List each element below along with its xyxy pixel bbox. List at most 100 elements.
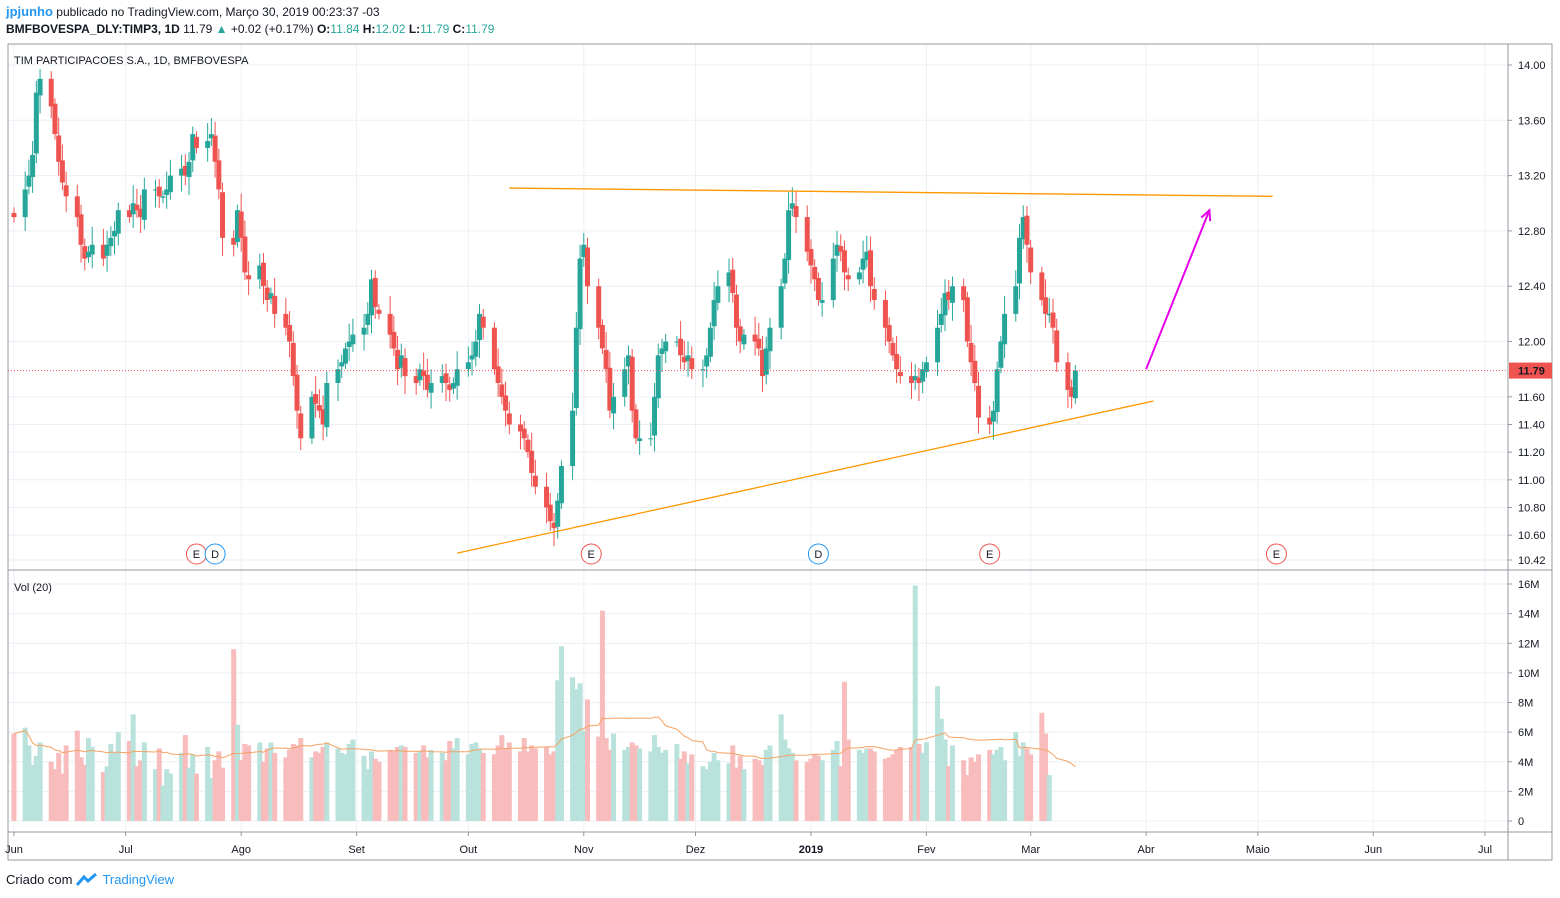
volume-bar [789, 752, 795, 821]
candle-body [365, 313, 371, 325]
event-label: E [193, 549, 200, 561]
price-tick-label: 12.00 [1518, 337, 1546, 349]
event-label: D [211, 549, 219, 561]
earnings-marker[interactable]: E [1265, 543, 1287, 565]
candle-body [707, 327, 713, 357]
volume-bar [704, 769, 710, 821]
candle-body [793, 206, 799, 218]
price-tick-label: 10.60 [1518, 530, 1546, 542]
price-axis[interactable]: 14.00 13.60 13.20 12.80 12.40 12.00 11.60 11.40… [1508, 60, 1552, 567]
volume-bar [450, 748, 456, 821]
candle-body [421, 370, 427, 377]
candle-body [74, 196, 80, 218]
volume-bar [830, 749, 836, 821]
volume-bar [1043, 733, 1049, 821]
volume-bar [316, 752, 322, 821]
candle-body [908, 376, 914, 384]
candle-body [182, 165, 188, 176]
volume-tick-label: 12M [1518, 638, 1539, 650]
candle-body [700, 369, 706, 371]
volume-axis[interactable]: 16M 14M 12M 10M 8M 6M 4M 2M 0 [1508, 579, 1539, 828]
tradingview-link[interactable]: TradingView [102, 872, 175, 887]
volume-bar [141, 742, 147, 821]
volume-bar [22, 727, 28, 821]
volume-bar [711, 752, 717, 821]
candle-body [216, 160, 222, 190]
volume-bar [193, 773, 199, 821]
volume-bar [555, 680, 561, 821]
dividend-marker[interactable]: D [807, 543, 829, 565]
candle-body [521, 428, 527, 439]
candle-body [257, 265, 263, 280]
candle-body [395, 349, 401, 370]
projection-arrow-head [1200, 208, 1212, 222]
volume-bar [212, 760, 218, 821]
candle-body [611, 396, 617, 414]
volume-bar [424, 757, 430, 821]
volume-bar [369, 751, 375, 821]
volume-bar [179, 752, 185, 821]
candle-body [85, 251, 91, 258]
event-circle [204, 543, 226, 565]
candle-body [205, 141, 211, 148]
time-tick-label: Jun [1364, 844, 1382, 856]
open-value: 11.84 [330, 22, 360, 36]
volume-title: Vol (20) [14, 582, 52, 594]
volume-bar [923, 742, 929, 821]
volume-bar [257, 742, 263, 821]
earnings-marker[interactable]: E [185, 543, 207, 565]
volume-bar [320, 746, 326, 821]
candle-body [570, 410, 576, 466]
candle-body [551, 522, 557, 529]
candle-body [733, 294, 739, 328]
earnings-marker[interactable]: E [580, 543, 602, 565]
volume-bar [153, 769, 159, 821]
candle-body [629, 356, 635, 411]
volume-bar [994, 749, 1000, 821]
volume-bar [156, 748, 162, 821]
candle-body [752, 334, 758, 342]
candle-body [990, 410, 996, 422]
volume-bar [715, 760, 721, 821]
dividend-marker[interactable]: D [204, 543, 226, 565]
volume-bar [894, 749, 900, 821]
volume-bar [365, 769, 371, 821]
candle-body [30, 154, 36, 177]
candle-body [760, 349, 766, 377]
time-axis[interactable]: Jun Jul Ago Set Out Nov Dez 2019 Fev Mar Abr Maio Ju… [5, 832, 1492, 856]
volume-bar [532, 748, 538, 821]
volume-bar [499, 735, 505, 821]
volume-bar [1020, 742, 1026, 821]
volume-bar [521, 738, 527, 821]
earnings-marker[interactable]: E [979, 543, 1001, 565]
event-label: E [986, 549, 993, 561]
candle-body [558, 465, 564, 504]
volume-bar [961, 760, 967, 821]
candle-body [309, 396, 315, 439]
candle-body [685, 355, 691, 361]
candle-body [581, 244, 587, 258]
change-text: +0.02 (+0.17%) [230, 22, 314, 36]
candle-body [923, 362, 929, 372]
candle-body [585, 247, 591, 287]
candle-body [320, 409, 326, 425]
candle-body [949, 286, 955, 303]
symbol-info: BMFBOVESPA_DLY:TIMP3, 1D 11.79 ▲ +0.02 (… [6, 21, 494, 37]
volume-bar [480, 752, 486, 821]
volume-bar [707, 761, 713, 821]
volume-bar [59, 773, 65, 821]
candle-body [477, 313, 483, 341]
author-link[interactable]: jpjunho [6, 4, 53, 19]
volume-bar [294, 745, 300, 821]
projection-arrow [1145, 209, 1211, 370]
candle-body [920, 369, 926, 382]
time-tick-label: Jul [1478, 844, 1492, 856]
volume-bar [987, 749, 993, 821]
candle-body [856, 272, 862, 280]
price-tick-label: 10.80 [1518, 502, 1546, 514]
volume-bar [115, 732, 121, 821]
volume-bar [167, 773, 173, 821]
event-label: E [588, 549, 595, 561]
